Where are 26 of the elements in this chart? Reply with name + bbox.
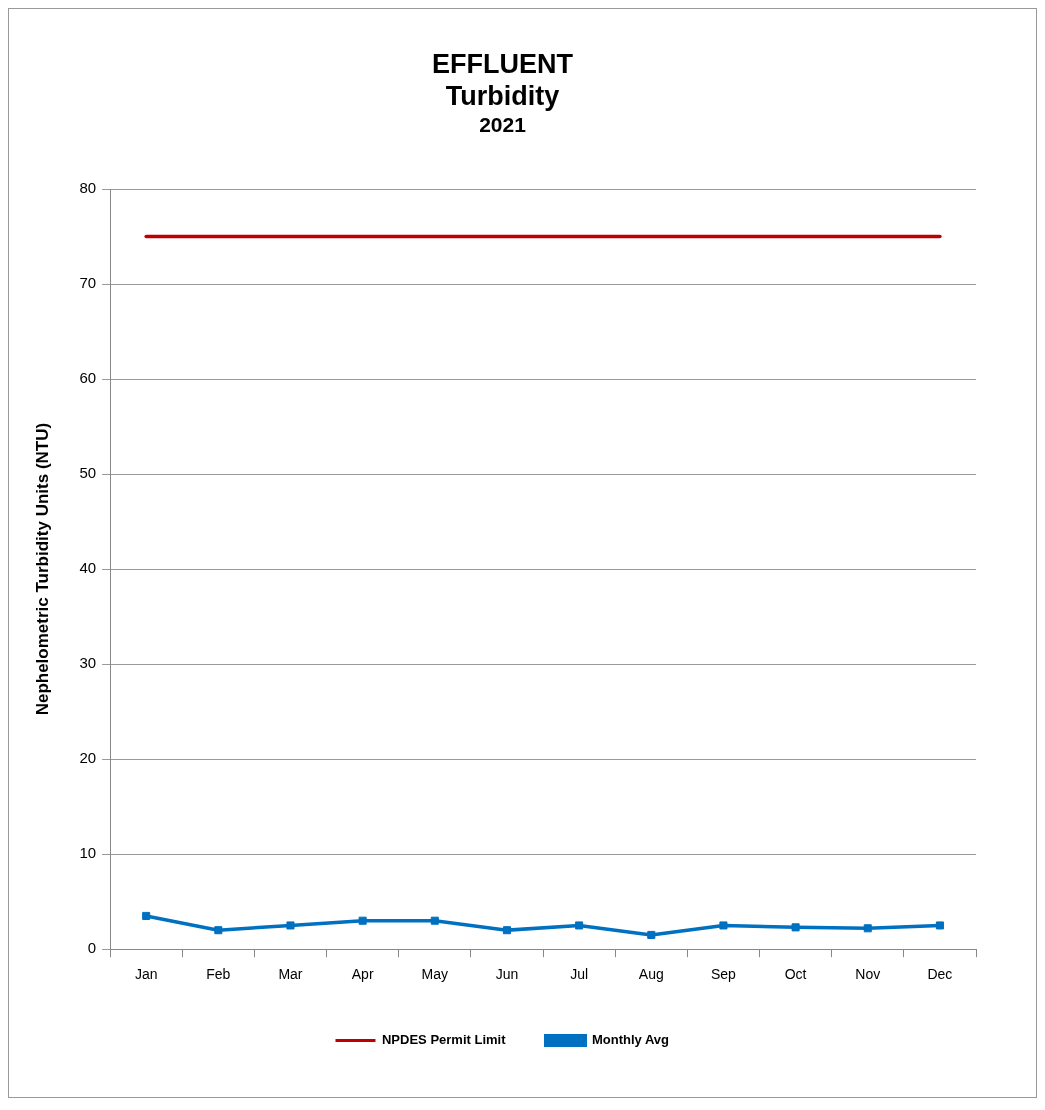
legend-label: NPDES Permit Limit (381, 1032, 507, 1048)
x-tick-label: Aug (638, 966, 664, 983)
x-tick-label: Jul (570, 966, 589, 983)
y-tick-label: 60 (79, 369, 97, 387)
y-tick-label: 0 (87, 939, 97, 957)
x-tick-label: Jan (134, 966, 158, 983)
y-tick-label: 20 (79, 749, 97, 767)
y-tick-label: 30 (79, 654, 97, 672)
chart-title: EFFLUENT Turbidity (432, 48, 574, 112)
y-tick-label: 40 (79, 559, 97, 577)
x-tick-label: Feb (206, 966, 231, 983)
x-tick-label: Apr (351, 966, 374, 983)
y-tick-label: 50 (79, 464, 97, 482)
x-tick-label: Jun (495, 966, 519, 983)
x-tick-label: Sep (710, 966, 737, 983)
x-tick-label: Mar (278, 966, 303, 983)
y-tick-label: 10 (79, 844, 97, 862)
x-tick-label: Dec (927, 966, 953, 983)
y-tick-label: 80 (79, 179, 97, 197)
chart-subtitle: 2021 (479, 113, 527, 137)
legend-label: Monthly Avg (592, 1032, 670, 1048)
x-tick-label: Nov (855, 966, 881, 983)
x-tick-label: Oct (784, 966, 807, 983)
x-tick-label: May (421, 966, 449, 983)
y-axis-title: Nephelometric Turbidity Units (NTU) (32, 422, 52, 716)
y-tick-label: 70 (79, 274, 97, 292)
